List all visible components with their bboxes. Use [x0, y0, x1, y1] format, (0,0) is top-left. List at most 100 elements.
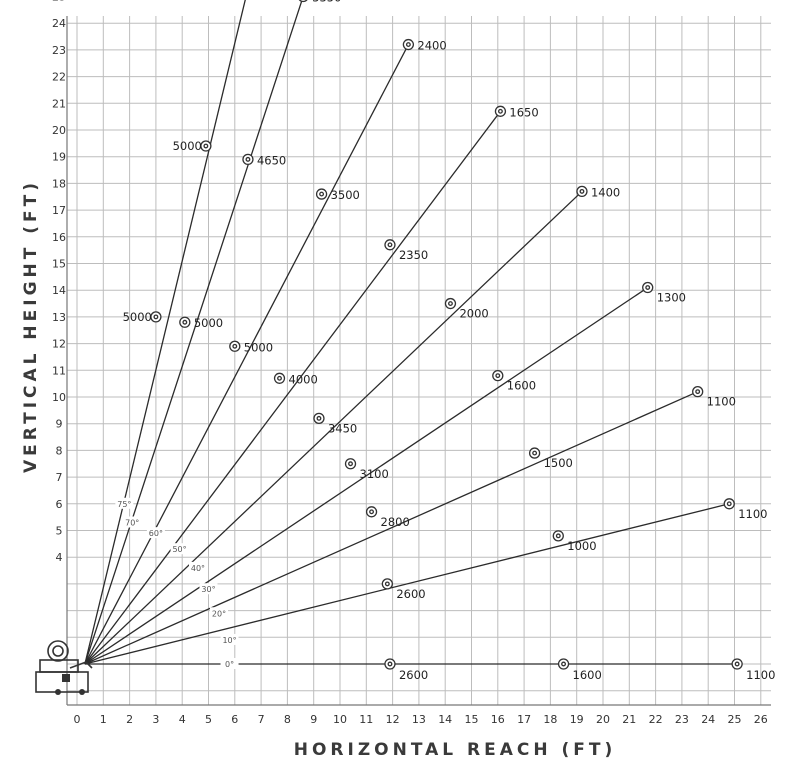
angle-label-bg: [199, 583, 218, 595]
x-tick-label: 17: [517, 713, 531, 726]
load-point-core: [245, 156, 251, 162]
x-tick-label: 4: [179, 713, 186, 726]
y-tick-label: 12: [52, 338, 66, 351]
load-capacity-label: 1650: [509, 105, 538, 119]
load-capacity-label: 3450: [328, 421, 357, 435]
x-tick-label: 11: [359, 713, 373, 726]
y-tick-label: 23: [52, 44, 66, 57]
load-capacity-label: 1500: [544, 456, 573, 470]
angle-label-bg: [220, 633, 239, 645]
boom-line: [84, 190, 583, 665]
load-point-core: [726, 501, 732, 507]
boom-line: [84, 391, 698, 665]
x-tick-label: 13: [412, 713, 426, 726]
boom-lines: [84, 0, 738, 665]
load-point-core: [734, 661, 740, 667]
x-tick-label: 15: [465, 713, 479, 726]
load-point-core: [232, 343, 238, 349]
boom-angle-label: 60°: [149, 529, 163, 538]
angle-label-bg: [146, 527, 165, 539]
x-tick-label: 14: [438, 713, 452, 726]
y-tick-label: 18: [52, 177, 66, 190]
load-point-core: [695, 389, 701, 395]
load-capacity-label: 3500: [331, 188, 360, 202]
x-tick-label: 12: [386, 713, 400, 726]
x-tick-label: 22: [649, 713, 663, 726]
load-capacity-label: 2400: [417, 39, 446, 53]
boom-angle-label: 20°: [212, 609, 226, 618]
boom-angle-label: 70°: [125, 518, 139, 527]
y-tick-label: 24: [52, 17, 66, 30]
load-point-core: [348, 461, 353, 467]
y-tick-label: 14: [52, 284, 66, 297]
boom-angle-label: 75°: [117, 500, 131, 509]
grid: [66, 16, 771, 706]
x-axis-title: HORIZONTAL REACH (FT): [294, 740, 617, 760]
x-tick-label: 5: [205, 713, 212, 726]
load-capacity-label: 4650: [257, 153, 286, 167]
y-axis-title: VERTICAL HEIGHT (FT): [21, 179, 41, 473]
y-tick-label: 13: [52, 311, 66, 324]
load-capacity-label: 2350: [399, 248, 428, 262]
x-tick-label: 24: [701, 713, 715, 726]
y-tick-label: 7: [56, 471, 63, 484]
x-tick-label: 23: [675, 713, 689, 726]
load-capacity-label: 5000: [173, 139, 202, 153]
boom-angle-label: 10°: [222, 636, 236, 645]
load-point-core: [316, 415, 322, 421]
y-tick-label: 6: [56, 498, 63, 511]
load-capacity-label: 1300: [657, 291, 686, 305]
angle-label-bg: [210, 607, 229, 619]
x-tick-label: 7: [258, 713, 265, 726]
load-point-core: [497, 108, 503, 114]
y-tick-label: 25: [52, 0, 66, 4]
x-tick-label: 18: [543, 713, 557, 726]
angle-label-bg: [170, 543, 189, 555]
y-tick-label: 16: [52, 231, 66, 244]
x-tick-label: 19: [570, 713, 584, 726]
x-tick-label: 16: [491, 713, 505, 726]
x-tick-label: 3: [152, 713, 159, 726]
load-capacity-label: 2000: [459, 307, 488, 321]
y-tick-label: 17: [52, 204, 66, 217]
load-capacity-label: 5000: [123, 310, 152, 324]
y-tick-label: 10: [52, 391, 66, 404]
y-tick-label: 22: [52, 71, 66, 84]
boom-line: [84, 44, 409, 665]
boom-angle-labels: 0° 10° 20° 30° 40° 50° 60° 70° 75°: [115, 497, 239, 669]
load-capacity-label: 1400: [591, 185, 620, 199]
x-tick-label: 21: [622, 713, 636, 726]
x-tick-label: 26: [754, 713, 768, 726]
boom-angle-label: 30°: [201, 585, 215, 594]
x-tick-label: 8: [284, 713, 291, 726]
load-point-core: [495, 373, 501, 379]
boom-line: [84, 110, 501, 665]
crane-base-icon: [35, 640, 93, 695]
y-tick-label: 20: [52, 124, 66, 137]
load-point-core: [387, 661, 393, 667]
load-capacity-label: 2600: [399, 668, 428, 682]
y-tick-label: 15: [52, 258, 66, 271]
load-point-core: [579, 188, 585, 194]
boom-line: [84, 286, 649, 665]
boom-angle-label: 0°: [225, 660, 234, 669]
boom-angle-label: 40°: [191, 564, 205, 573]
angle-label-bg: [188, 561, 207, 573]
y-tick-label: 5: [56, 525, 63, 538]
load-capacity-label: 2600: [396, 587, 425, 601]
load-capacity-label: 1600: [507, 379, 536, 393]
y-tick-label: 19: [52, 151, 66, 164]
x-axis-ticks: 0 1 2 3 4 5 6 7 8 9 10 11 12 13 14 15 16 17 18 19 20 21 22 23 24…: [74, 713, 768, 726]
load-points: 2600 1600 1100 2600 1000 1100 2800 1500 1100 3100…: [123, 0, 775, 682]
load-point-core: [448, 301, 453, 306]
load-point-core: [405, 42, 411, 48]
load-capacity-label: 3100: [360, 467, 389, 481]
load-capacity-label: 2800: [381, 515, 410, 529]
y-tick-label: 9: [56, 418, 63, 431]
boom-line: [84, 0, 303, 665]
x-tick-label: 9: [310, 713, 317, 726]
load-capacity-label: 4000: [289, 372, 318, 386]
load-capacity-label: 1100: [738, 507, 767, 521]
load-point-core: [384, 581, 390, 587]
